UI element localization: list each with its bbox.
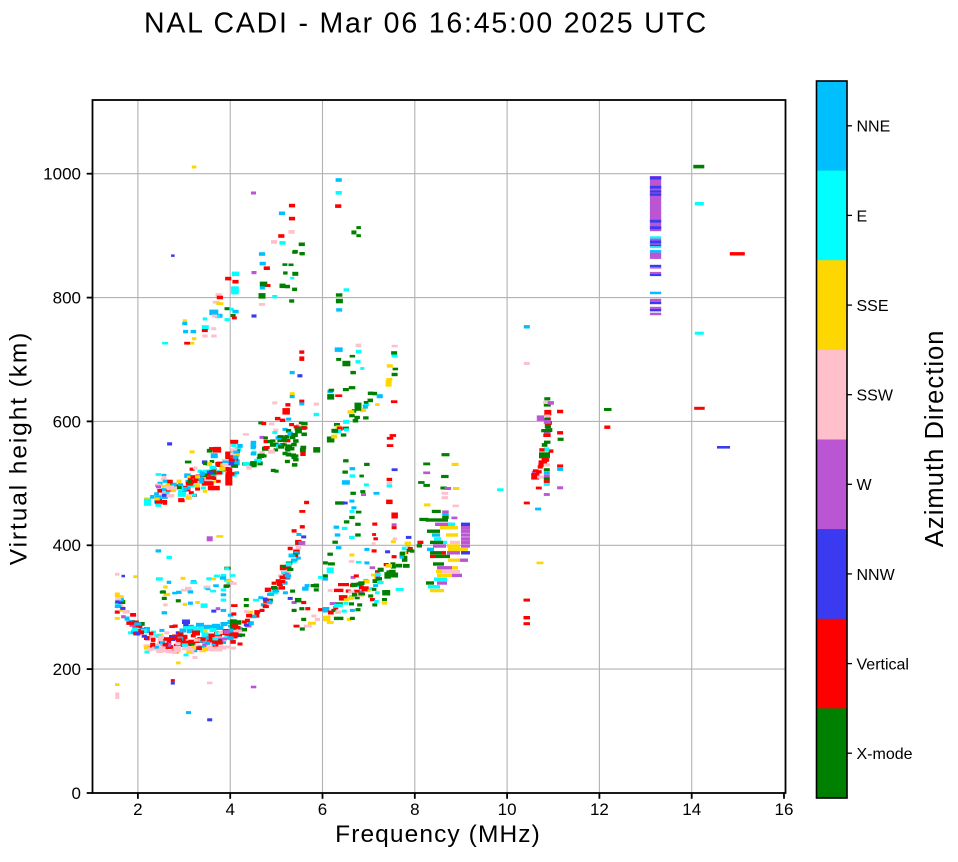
svg-text:Frequency (MHz): Frequency (MHz) [335,821,541,848]
svg-text:600: 600 [53,412,81,431]
svg-text:NAL CADI - Mar 06 16:45:00 202: NAL CADI - Mar 06 16:45:00 2025 UTC [144,8,708,40]
svg-text:12: 12 [590,800,609,819]
svg-text:SSE: SSE [857,298,889,315]
svg-text:10: 10 [498,800,517,819]
svg-text:14: 14 [682,800,701,819]
svg-text:2: 2 [133,800,142,819]
svg-text:E: E [857,208,868,225]
svg-text:6: 6 [318,800,327,819]
svg-text:16: 16 [775,800,794,819]
svg-text:800: 800 [53,289,81,308]
svg-text:8: 8 [410,800,419,819]
svg-text:0: 0 [72,784,81,803]
svg-text:Vertical: Vertical [857,657,909,674]
svg-text:Virtual height (km): Virtual height (km) [6,331,33,565]
svg-text:W: W [857,477,873,494]
svg-text:4: 4 [225,800,234,819]
svg-text:200: 200 [53,660,81,679]
svg-text:400: 400 [53,536,81,555]
svg-text:1000: 1000 [43,165,81,184]
svg-text:Azimuth Direction: Azimuth Direction [921,329,949,547]
svg-text:NNW: NNW [857,567,896,584]
svg-text:X-mode: X-mode [857,746,913,763]
svg-text:SSW: SSW [857,388,894,405]
svg-text:NNE: NNE [857,119,891,136]
